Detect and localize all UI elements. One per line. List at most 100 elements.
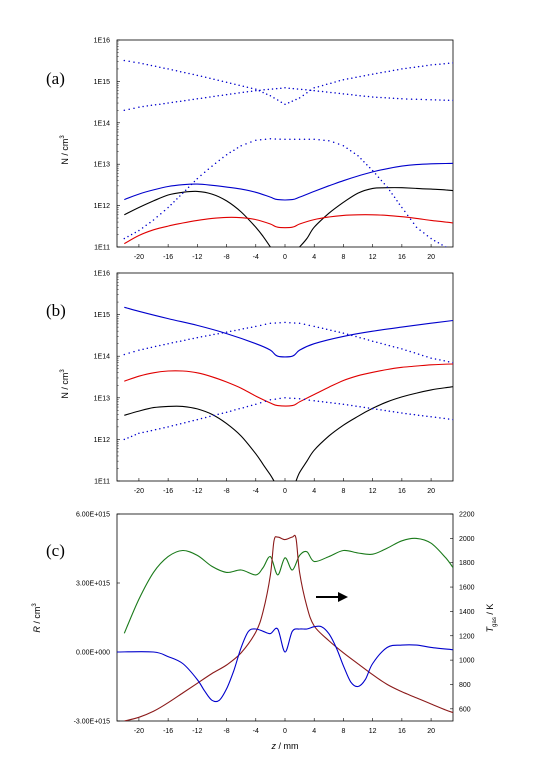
- series-point: [171, 425, 174, 427]
- series-point: [204, 76, 207, 79]
- series-point: [179, 100, 182, 102]
- series-point: [376, 72, 378, 75]
- series-point: [293, 138, 296, 141]
- x-axis-label-symbol: z: [271, 741, 277, 751]
- series-point: [313, 399, 315, 402]
- series-point: [274, 322, 277, 324]
- x-tick-label: 16: [398, 728, 406, 735]
- series-point: [123, 438, 126, 441]
- series-point: [175, 70, 178, 72]
- series-point: [334, 92, 336, 94]
- series-point: [447, 360, 450, 363]
- series-point: [349, 149, 352, 152]
- series-point: [338, 92, 341, 95]
- series-point: [229, 151, 231, 154]
- series-point: [303, 323, 306, 326]
- x-tick-label: -12: [192, 254, 202, 261]
- series-point: [328, 139, 330, 142]
- series-point: [213, 414, 215, 417]
- series-point: [154, 65, 157, 68]
- series-point: [338, 80, 341, 82]
- series-point: [296, 88, 299, 90]
- series-point: [346, 147, 348, 149]
- series-point: [238, 328, 240, 331]
- y-axis-label: R / cm3: [32, 603, 42, 633]
- y2-axis-label-subscript: gas: [492, 617, 498, 627]
- series-point: [321, 400, 324, 403]
- series-point: [346, 333, 349, 335]
- series-point: [366, 163, 368, 166]
- plot-area: [117, 534, 453, 721]
- series-point: [334, 402, 336, 404]
- series-point: [293, 322, 296, 324]
- x-tick-label: -16: [163, 728, 173, 735]
- series-point: [259, 138, 262, 141]
- series-point: [279, 397, 281, 400]
- series-point: [192, 98, 194, 101]
- series-3-line: [295, 386, 453, 481]
- y-tick-label: 1E13: [94, 395, 110, 402]
- panel-label: (c): [46, 541, 65, 560]
- series-point: [250, 90, 253, 92]
- series-point: [163, 209, 166, 212]
- series-point: [221, 80, 224, 83]
- series-point: [214, 162, 217, 164]
- series-point: [127, 235, 129, 238]
- series-point: [274, 138, 277, 140]
- x-tick-label: 12: [369, 728, 377, 735]
- plot-frame: [116, 39, 454, 248]
- series-point: [123, 109, 126, 112]
- series-point: [388, 410, 391, 412]
- series-point: [156, 216, 158, 218]
- series-point: [163, 427, 165, 429]
- series-0-line: [124, 306, 453, 358]
- series-point: [430, 64, 432, 66]
- series-point: [133, 107, 135, 109]
- series-point: [396, 347, 399, 349]
- series-point: [409, 350, 411, 353]
- series-point: [393, 196, 396, 199]
- series-point: [192, 73, 194, 76]
- series-point: [209, 334, 211, 336]
- x-tick-label: 8: [341, 254, 345, 261]
- series-point: [229, 93, 232, 95]
- series-point: [250, 404, 253, 407]
- series-point: [213, 95, 215, 98]
- series-point: [330, 91, 332, 94]
- series-point: [289, 397, 291, 399]
- series-point: [417, 353, 420, 355]
- series-point: [288, 87, 290, 89]
- series-point: [234, 329, 236, 332]
- y2-tick-label: 1200: [459, 633, 475, 640]
- series-point: [200, 75, 203, 78]
- series-point: [380, 342, 382, 345]
- series-point: [308, 324, 311, 327]
- x-tick-label: -20: [134, 254, 144, 261]
- series-point: [171, 342, 174, 344]
- series-point: [130, 435, 133, 438]
- series-point: [193, 180, 196, 183]
- series-point: [441, 244, 443, 246]
- series-point: [163, 102, 165, 105]
- series-point: [123, 59, 126, 62]
- series-point: [264, 400, 267, 402]
- series-point: [179, 422, 182, 425]
- series-point: [245, 143, 247, 145]
- series-point: [423, 232, 425, 234]
- series-point: [150, 346, 153, 349]
- series-point: [321, 84, 324, 87]
- series-point: [401, 68, 403, 70]
- series-point: [259, 324, 262, 327]
- series-point: [192, 337, 194, 340]
- series-point: [255, 88, 257, 90]
- series-point: [421, 414, 424, 417]
- series-point: [384, 343, 386, 346]
- series-point: [313, 89, 315, 92]
- series-point: [420, 98, 423, 101]
- series-point: [149, 221, 151, 224]
- y-tick-label: 1E16: [94, 271, 110, 278]
- y-tick-label: 0.00E+000: [76, 650, 110, 657]
- series-point: [250, 141, 252, 143]
- series-point: [259, 89, 261, 91]
- series-point: [265, 93, 268, 95]
